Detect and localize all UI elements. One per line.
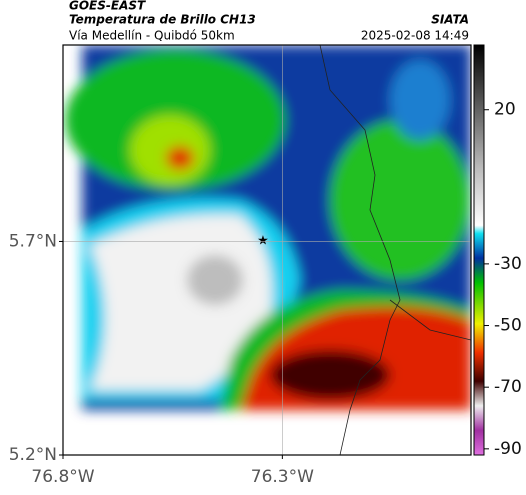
colorbar-tick-label: -30 <box>494 254 522 274</box>
caption: Vía Medellín - Quibdó 50km <box>69 29 235 43</box>
lon-tick-label: 76.8°W <box>31 467 94 487</box>
colorbar-tick-label: -70 <box>494 377 522 397</box>
colorbar-tick-label: -90 <box>494 439 522 459</box>
lat-tick-label: 5.2°N <box>9 445 57 465</box>
satellite-image: ★ <box>63 45 471 455</box>
map-frame <box>62 44 472 456</box>
timestamp: 2025-02-08 14:49 <box>361 29 469 43</box>
lat-tick-label: 5.7°N <box>9 231 57 251</box>
colorbar <box>473 44 485 456</box>
lon-tick-label: 76.3°W <box>251 467 314 487</box>
colorbar-tick-label: -50 <box>494 316 522 336</box>
colorbar-tick-label: 20 <box>494 100 516 120</box>
svg-text:★: ★ <box>257 234 269 249</box>
subtitle: Temperatura de Brillo CH13 <box>69 13 256 27</box>
title: GOES-EAST <box>69 0 146 13</box>
source: SIATA <box>431 13 469 27</box>
